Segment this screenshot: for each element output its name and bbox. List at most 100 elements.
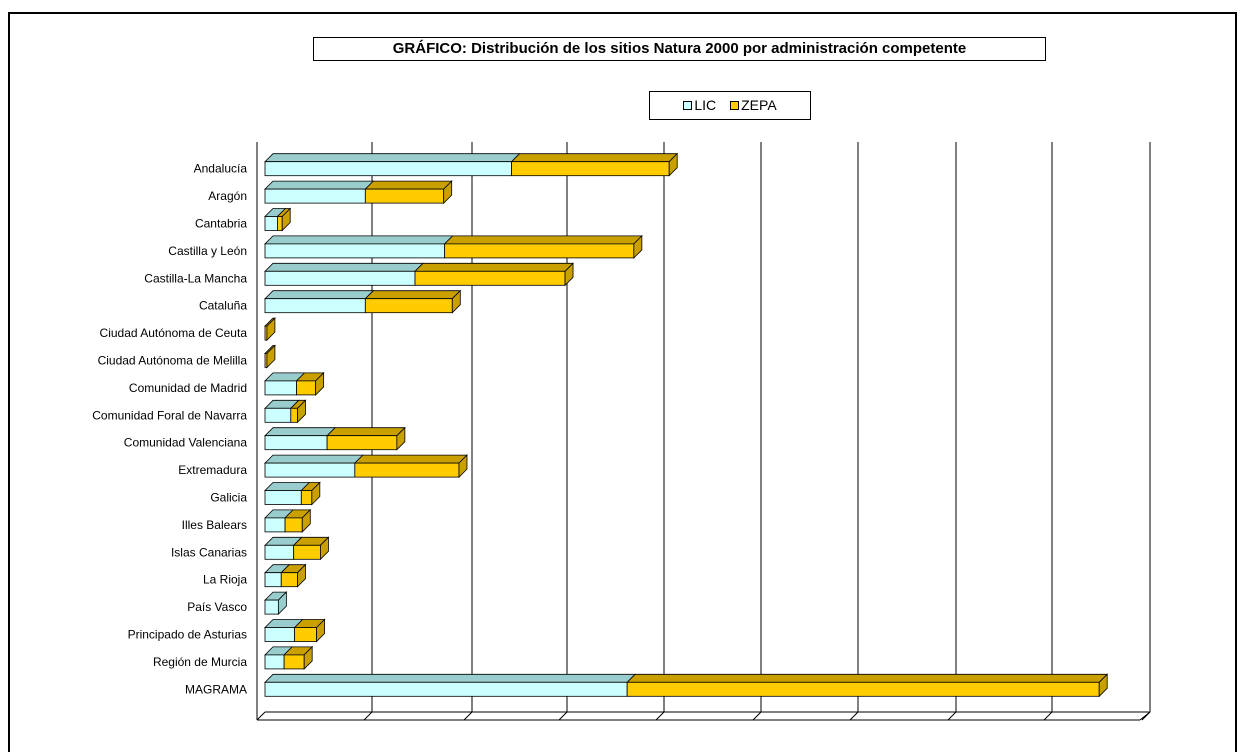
bar-zepa [293,544,321,560]
floor-tick [463,711,473,721]
category-label: Región de Murcia [153,655,247,669]
legend-swatch-lic [683,101,693,110]
bar-lic [264,435,328,451]
bar-zepa [284,517,303,533]
bar-zepa-top [626,673,1109,683]
category-label: Illes Balears [182,518,247,532]
bar-lic-top [264,454,364,464]
bar-side-face [458,454,468,479]
bar-zepa [296,380,317,396]
bar-lic [264,599,279,615]
floor-tick [558,711,568,721]
bar-side-face [668,152,678,177]
bar-side-face [396,426,406,451]
bar-lic [264,161,512,177]
category-label: Castilla-La Mancha [144,271,247,285]
bar-zepa [280,572,298,588]
bar-lic [264,216,278,231]
bar-side-face [316,618,326,643]
bar-side-face [281,207,291,232]
bar-side-face [266,317,276,342]
bar-lic [264,270,416,286]
category-label: País Vasco [187,600,247,614]
category-label: Extremadura [178,463,247,477]
category-label: Ciudad Autónoma de Melilla [98,354,248,368]
category-label: Aragón [208,189,247,203]
bar-zepa-top [510,153,679,163]
bar-lic [264,572,282,588]
legend-item-zepa: ZEPA [730,92,777,119]
bar-side-face [633,234,643,259]
bar-lic [264,188,366,204]
bar-zepa-top [364,290,462,300]
category-label: Cataluña [199,299,247,313]
bar-side-face [311,481,321,506]
floor-tick [1141,711,1151,721]
bar-lic [264,544,295,560]
category-label: Islas Canarias [171,545,247,559]
bar-zepa [364,188,445,204]
bar-zepa [511,161,670,177]
bar-lic-top [264,180,375,190]
bar-zepa [277,216,283,231]
bar-lic [264,490,302,505]
category-label: Comunidad Foral de Navarra [92,408,247,422]
floor-tick [752,711,762,721]
bar-lic-top [264,262,424,272]
bar-zepa-top [443,235,643,245]
chart-title: GRÁFICO: Distribución de los sitios Natu… [313,37,1046,61]
legend-label-zepa: ZEPA [741,97,777,113]
category-label: MAGRAMA [185,682,247,696]
legend-swatch-zepa [730,101,740,110]
bar-side-face [1098,673,1108,698]
bar-zepa-top [364,180,453,190]
legend-label-lic: LIC [694,97,717,113]
chart-legend: LIC ZEPA [649,91,811,120]
bar-lic [264,243,446,259]
bar-side-face [443,180,453,205]
category-label: Andalucía [194,162,248,176]
bar-zepa [414,270,566,286]
floor-tick [849,711,859,721]
bar-side-face [297,563,306,588]
floor-tick [947,711,957,721]
bar-lic-top [264,235,454,245]
category-label: Galicia [210,491,247,505]
bar-lic [264,517,286,533]
bar-zepa [364,298,453,314]
bar-side-face [320,536,329,561]
bar-lic-top [264,153,521,163]
bar-zepa-top [326,427,406,437]
bar-side-face [266,344,276,369]
bar-lic-top [264,673,637,683]
bar-lic [264,380,297,396]
bar-lic [264,298,366,314]
bar-zepa [300,490,313,505]
bar-lic [264,462,356,478]
floor-left-edge [256,711,266,721]
bar-zepa-top [414,262,575,272]
bar-lic [264,627,296,642]
bar-lic [264,654,285,670]
bar-side-face [451,289,461,314]
bar-lic [264,681,628,697]
bar-zepa [290,407,298,423]
category-label: Comunidad Valenciana [124,436,248,450]
bar-side-face [303,645,313,670]
bar-lic-top [264,290,375,300]
bar-zepa [444,243,635,259]
bar-side-face [277,591,287,616]
category-label: Cantabria [195,217,247,231]
floor-tick [655,711,665,721]
bar-lic [264,407,292,423]
chart-frame [8,12,1237,752]
bar-side-face [297,399,306,424]
category-label: La Rioja [203,573,247,587]
category-label: Principado de Asturias [128,628,247,642]
floor-tick [363,711,373,721]
bar-side-face [301,508,311,533]
floor-tick [1043,711,1053,721]
bar-zepa [283,654,305,670]
category-label: Castilla y León [168,244,247,258]
